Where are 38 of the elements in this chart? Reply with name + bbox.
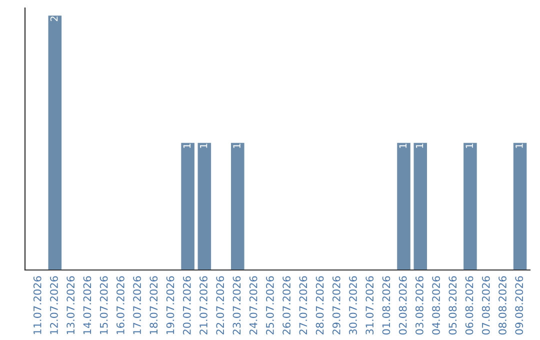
data-label: 1 — [183, 144, 190, 148]
data-label: 1 — [399, 144, 406, 148]
x-tick-label: 25.07.2026 — [266, 276, 274, 334]
x-tick-label: 19.07.2026 — [166, 276, 174, 334]
data-label: 1 — [516, 144, 523, 148]
x-tick-label: 11.07.2026 — [33, 276, 42, 334]
x-tick-label: 14.07.2026 — [83, 276, 92, 334]
x-tick-label: 23.07.2026 — [232, 276, 241, 334]
x-tick-label: 24.07.2026 — [249, 276, 258, 334]
data-label: 1 — [200, 144, 208, 148]
x-tick-label: 07.08.2026 — [482, 276, 490, 335]
x-tick-label: 30.07.2026 — [349, 276, 357, 334]
x-tick-label: 18.07.2026 — [150, 276, 158, 334]
data-label: 1 — [233, 144, 240, 148]
x-tick-label: 15.07.2026 — [100, 276, 108, 334]
data-label: 1 — [466, 144, 473, 148]
x-tick-label: 28.07.2026 — [316, 276, 324, 334]
x-tick-label: 02.08.2026 — [398, 276, 407, 335]
x-tick-label: 20.07.2026 — [182, 276, 191, 334]
x-tick-label: 31.07.2026 — [366, 276, 374, 334]
x-tick-label: 22.07.2026 — [216, 276, 224, 334]
x-tick-label: 03.08.2026 — [416, 276, 424, 335]
x-tick-label: 21.07.2026 — [200, 276, 208, 334]
x-tick-label: 17.07.2026 — [133, 276, 141, 334]
x-tick-label: 04.08.2026 — [432, 276, 440, 335]
data-label: 2 — [50, 16, 58, 22]
x-tick-label: 01.08.2026 — [382, 276, 390, 335]
x-tick-label: 05.08.2026 — [448, 276, 457, 335]
x-tick-label: 06.08.2026 — [465, 276, 474, 335]
data-label: 1 — [416, 144, 424, 148]
x-tick-label: 26.07.2026 — [282, 276, 290, 334]
x-tick-label: 12.07.2026 — [50, 276, 58, 334]
x-tick-label: 09.08.2026 — [515, 276, 524, 335]
x-tick-label: 29.07.2026 — [332, 276, 340, 334]
x-tick-label: 13.07.2026 — [66, 276, 75, 334]
x-tick-label: 27.07.2026 — [299, 276, 308, 334]
x-tick-label: 16.07.2026 — [116, 276, 124, 334]
x-tick-label: 08.08.2026 — [498, 276, 506, 335]
